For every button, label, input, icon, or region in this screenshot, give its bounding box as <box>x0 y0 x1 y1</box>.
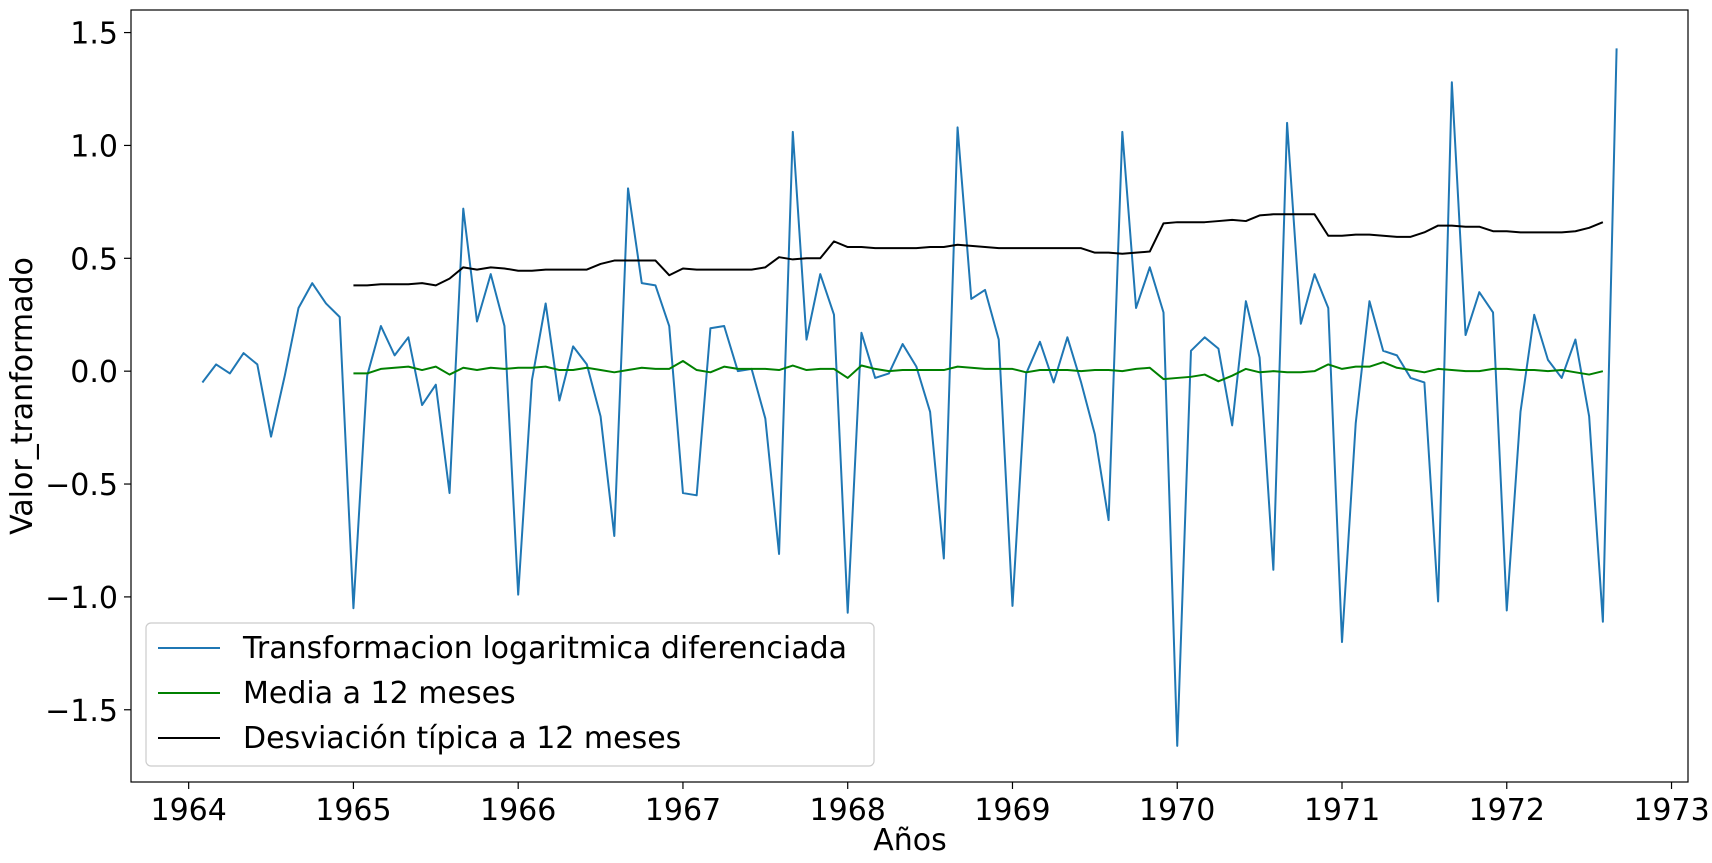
series-line-1 <box>201 48 1618 747</box>
x-tick-label: 1964 <box>150 793 226 828</box>
x-axis-label: Años <box>873 823 947 858</box>
y-tick-label: 0.0 <box>70 355 118 390</box>
y-axis: 1.5 1.0 0.5 0.0 −0.5 −1.0 −1.5 <box>45 17 131 729</box>
x-tick-label: 1967 <box>645 793 721 828</box>
legend-entry-label: Transformacion logaritmica diferenciada <box>242 631 847 666</box>
series-line-2 <box>353 360 1604 383</box>
x-tick-label: 1970 <box>1139 793 1215 828</box>
legend: Transformacion logaritmica diferenciada M… <box>145 622 875 767</box>
y-tick-label: −0.5 <box>45 468 118 503</box>
x-tick-label: 1965 <box>315 793 391 828</box>
x-tick-label: 1968 <box>810 793 886 828</box>
x-axis: 1964 1965 1966 1967 1968 1969 1970 1971 1972 1973 <box>150 782 1710 828</box>
series-line-3 <box>353 213 1604 287</box>
y-tick-label: 1.0 <box>70 129 118 164</box>
plot-frame <box>130 9 1689 783</box>
legend-entry-label: Desviación típica a 12 meses <box>243 721 681 756</box>
x-tick-label: 1969 <box>974 793 1050 828</box>
series-lines <box>201 48 1618 747</box>
y-tick-label: −1.5 <box>45 694 118 729</box>
y-axis-label: Valor_tranformado <box>5 257 40 535</box>
x-tick-label: 1971 <box>1304 793 1380 828</box>
x-tick-label: 1966 <box>480 793 556 828</box>
y-tick-label: −1.0 <box>45 581 118 616</box>
x-tick-label: 1972 <box>1469 793 1545 828</box>
x-tick-label: 1973 <box>1633 793 1709 828</box>
legend-entry-label: Media a 12 meses <box>243 676 516 711</box>
legend-box <box>145 622 875 767</box>
y-tick-label: 0.5 <box>70 242 118 277</box>
y-tick-label: 1.5 <box>70 17 118 52</box>
